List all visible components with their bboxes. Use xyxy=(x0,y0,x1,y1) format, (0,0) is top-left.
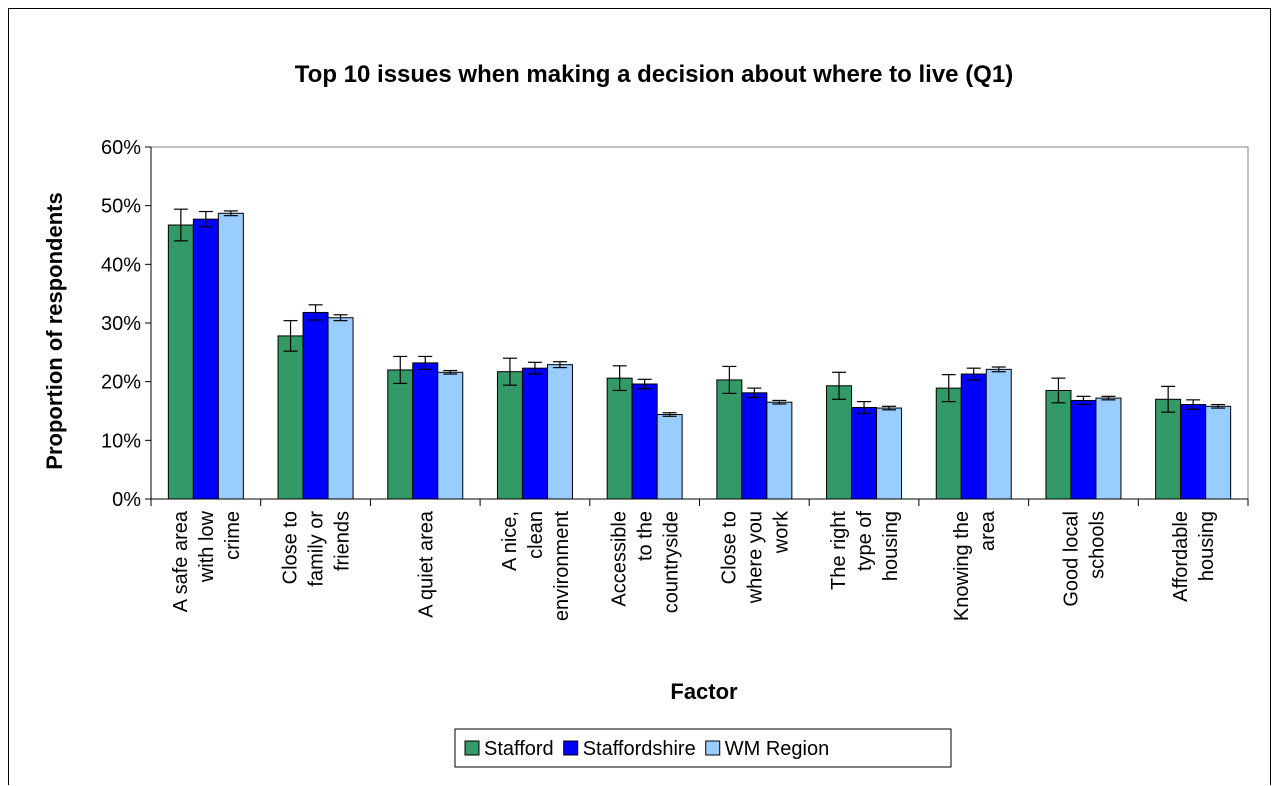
bar-wm-region xyxy=(217,212,244,500)
x-tick-label: A nice, xyxy=(499,511,521,571)
x-tick-label: crime xyxy=(222,511,244,560)
y-tick-label: 40% xyxy=(101,254,141,276)
bar-wm-region xyxy=(1205,405,1232,500)
bar-wm-region xyxy=(876,407,903,500)
bar-stafford xyxy=(167,224,194,500)
chart-frame: Top 10 issues when making a decision abo… xyxy=(8,8,1271,785)
x-tick-label: family or xyxy=(306,511,328,587)
x-tick-label: friends xyxy=(332,511,354,571)
bar-staffordshire xyxy=(960,373,987,500)
bar-wm-region xyxy=(546,364,573,500)
x-tick-label: housing xyxy=(1196,511,1218,581)
bar-staffordshire xyxy=(192,218,219,500)
legend-swatch xyxy=(705,740,721,756)
bar-wm-region xyxy=(766,401,793,500)
x-tick-label: clean xyxy=(525,511,547,559)
bar-staffordshire xyxy=(1070,399,1097,500)
bar-stafford xyxy=(277,335,304,500)
bar-wm-region xyxy=(656,414,683,500)
x-tick-label: Close to xyxy=(718,511,740,584)
bar-wm-region xyxy=(985,368,1012,500)
x-tick-label: housing xyxy=(880,511,902,581)
y-tick-label: 10% xyxy=(101,430,141,452)
y-tick-label: 60% xyxy=(101,137,141,159)
x-tick-label: with low xyxy=(196,510,218,583)
x-axis-label: Factor xyxy=(670,679,738,704)
x-tick-label: work xyxy=(770,510,792,554)
bar-stafford xyxy=(935,387,962,500)
bar-staffordshire xyxy=(631,383,658,500)
bar-stafford xyxy=(1155,398,1182,500)
bar-staffordshire xyxy=(1180,404,1207,500)
x-tick-label: area xyxy=(977,510,999,551)
legend-swatch xyxy=(563,740,579,756)
plot-area: 0%10%20%30%40%50%60%A safe area with low c… xyxy=(101,137,1249,622)
x-tick-label: Close to xyxy=(280,511,302,584)
legend-box xyxy=(454,728,952,768)
chart-title: Top 10 issues when making a decision abo… xyxy=(295,61,1013,88)
bar-staffordshire xyxy=(412,362,439,500)
legend: Stafford Staffordshire WM Region xyxy=(454,728,952,768)
x-tick-label: schools xyxy=(1086,511,1108,579)
y-axis-label: Proportion of respondents xyxy=(42,192,67,469)
bar-stafford xyxy=(716,379,743,500)
x-tick-label: Knowing the xyxy=(951,511,973,621)
x-tick-label: Affordable xyxy=(1170,511,1192,602)
bar-chart: Top 10 issues when making a decision abo… xyxy=(42,61,1249,768)
bar-stafford xyxy=(1045,389,1072,500)
legend-label: Stafford xyxy=(484,738,554,760)
y-tick-label: 0% xyxy=(112,489,141,511)
bar-wm-region xyxy=(327,317,354,500)
x-tick-label: Good local xyxy=(1060,511,1082,607)
x-tick-label: where you xyxy=(744,511,766,604)
legend-swatch xyxy=(464,740,480,756)
bar-staffordshire xyxy=(741,392,768,500)
x-tick-label: The right xyxy=(828,511,850,590)
x-tick-label: type of xyxy=(854,511,876,571)
x-tick-label: countryside xyxy=(661,511,683,613)
bar-staffordshire xyxy=(521,367,548,500)
y-tick-label: 50% xyxy=(101,196,141,218)
x-tick-label: A quiet area xyxy=(415,510,437,618)
legend-label: WM Region xyxy=(725,738,829,760)
x-tick-label: to the xyxy=(635,511,657,561)
bar-wm-region xyxy=(437,371,464,500)
bar-staffordshire xyxy=(302,311,329,500)
bar-wm-region xyxy=(1095,397,1122,500)
x-tick-label: A safe area xyxy=(170,510,192,612)
bar-staffordshire xyxy=(851,406,878,500)
y-tick-label: 30% xyxy=(101,313,141,335)
bar-stafford xyxy=(826,385,853,500)
legend-label: Staffordshire xyxy=(583,738,696,760)
bar-stafford xyxy=(606,377,633,500)
y-tick-label: 20% xyxy=(101,372,141,394)
x-tick-label: environment xyxy=(551,511,573,622)
bar-stafford xyxy=(387,369,414,500)
bar-stafford xyxy=(496,371,523,500)
x-tick-label: Accessible xyxy=(609,511,631,607)
